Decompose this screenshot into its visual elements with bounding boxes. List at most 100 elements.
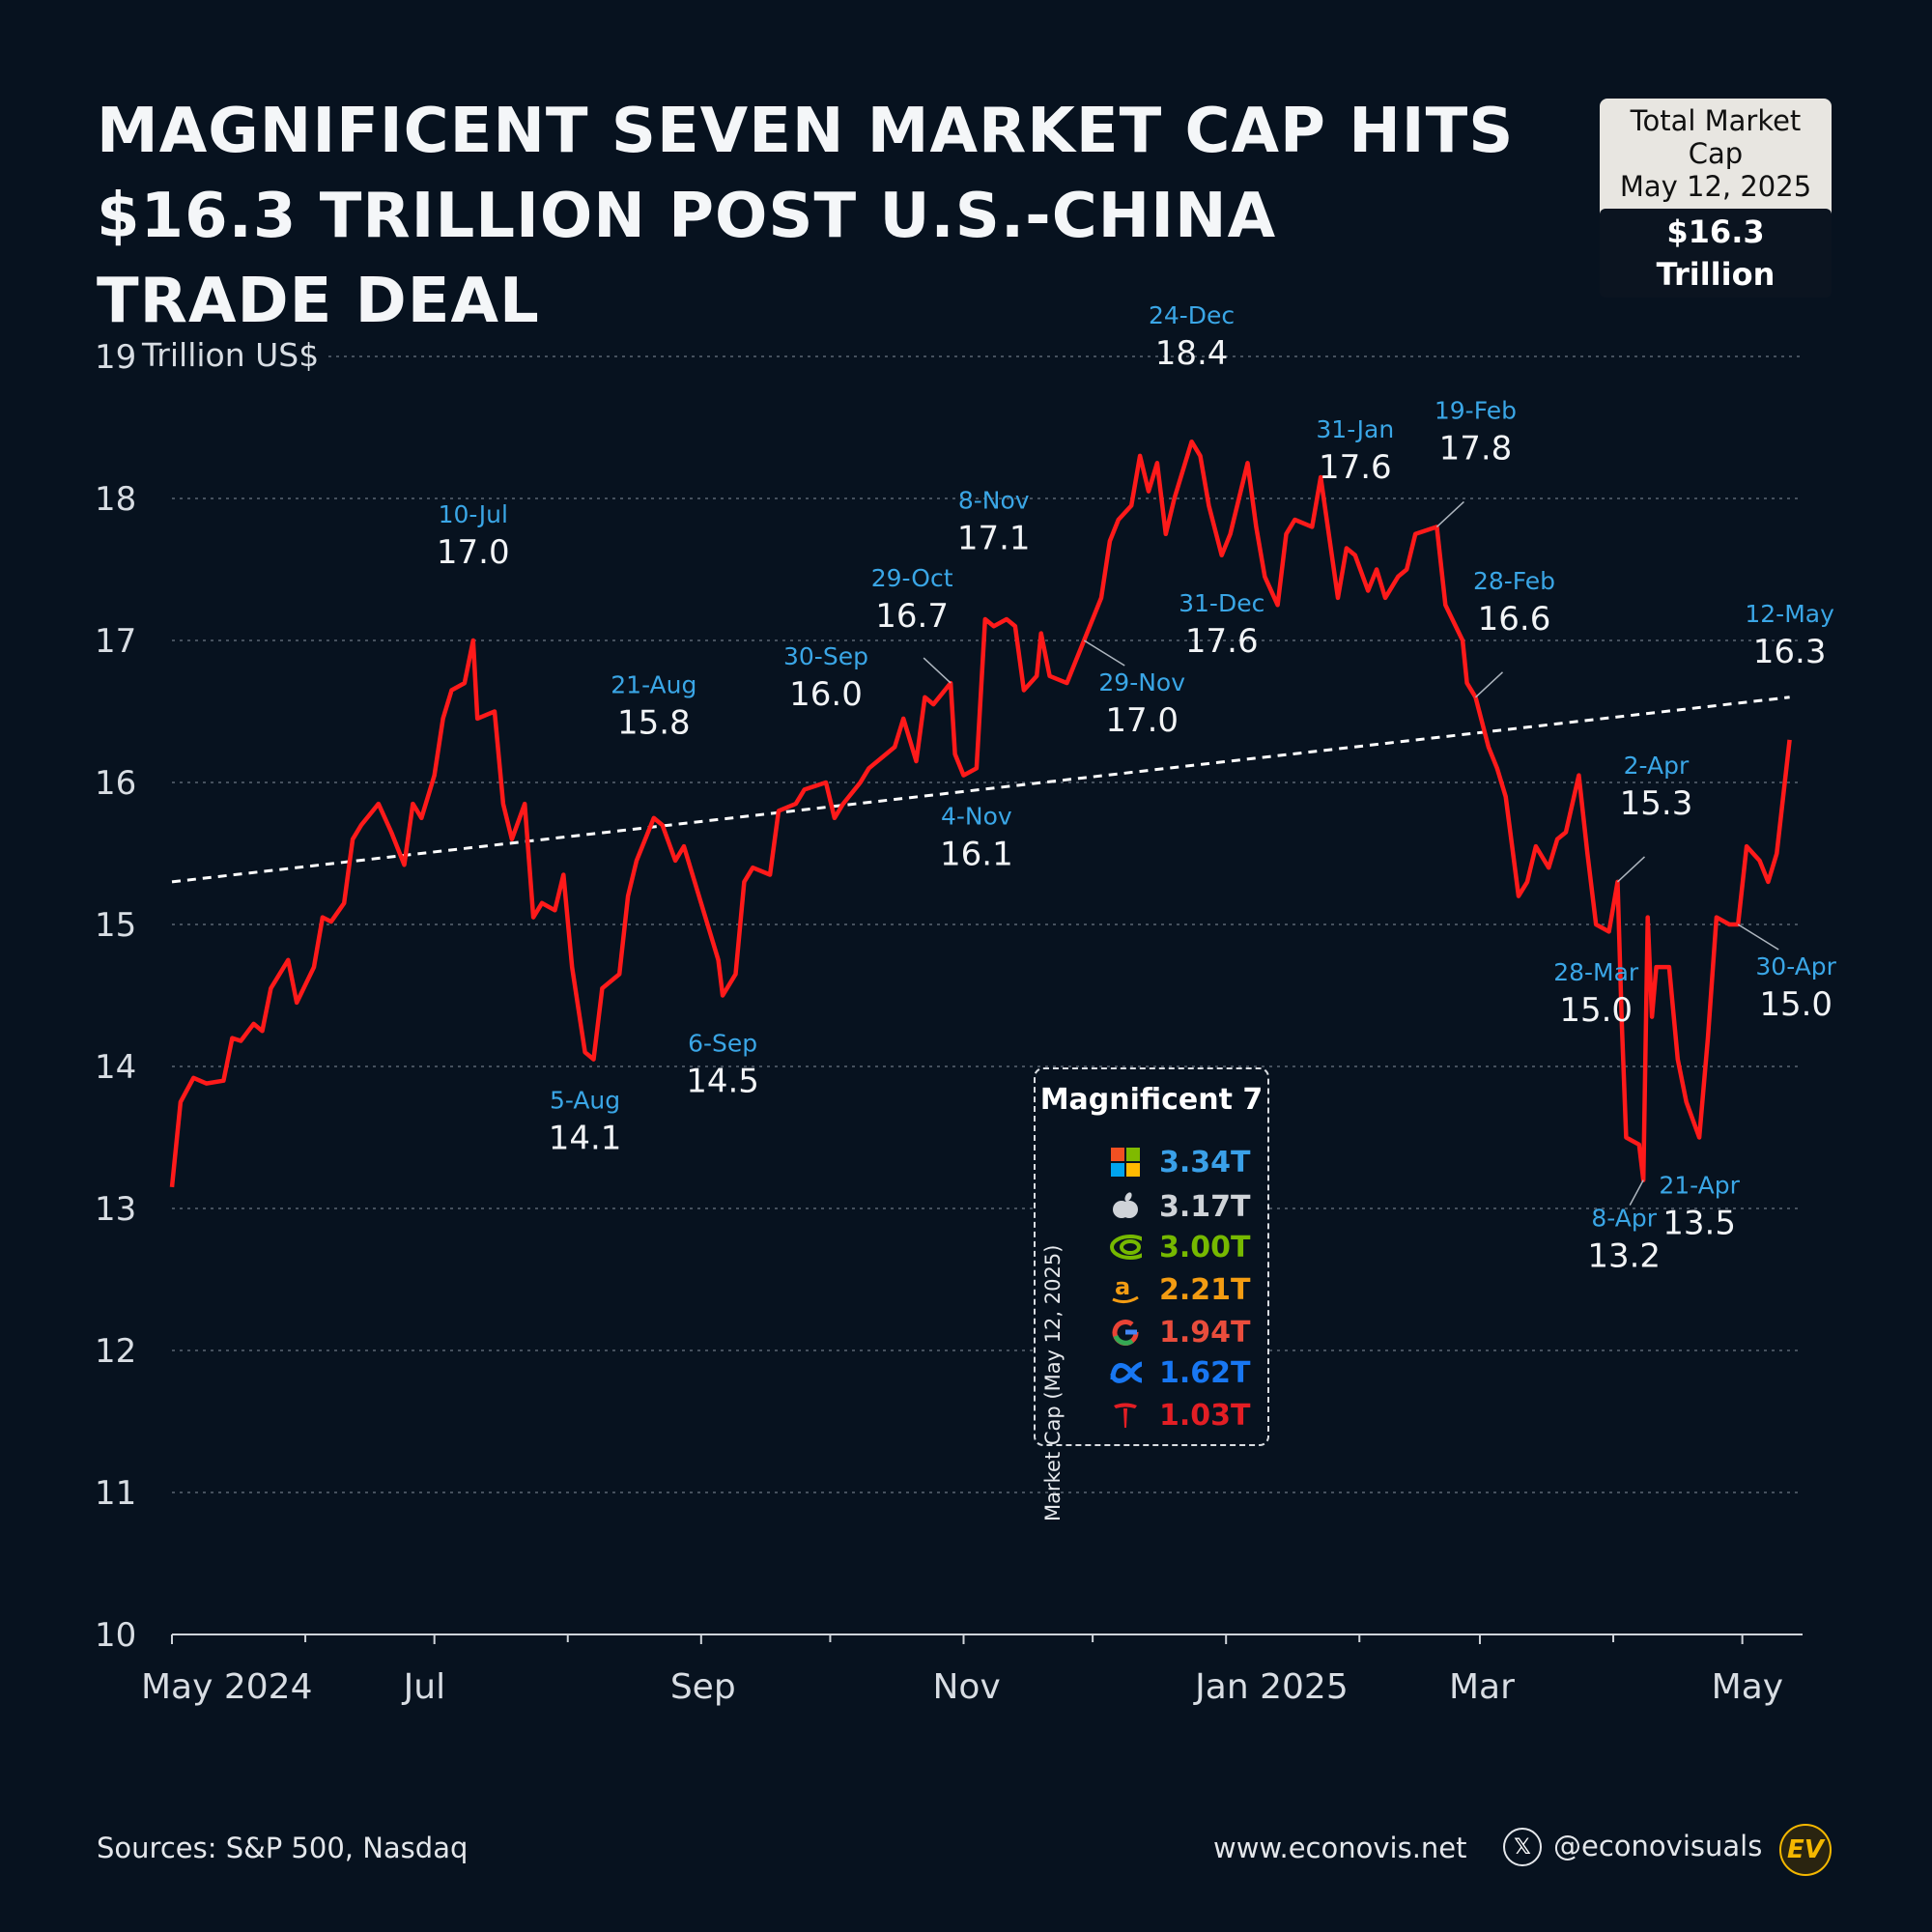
y-tick-label-12: 12 [95,1332,136,1371]
y-tick-label-11: 11 [95,1474,136,1513]
annotation-30-sep: 30-Sep 16.0 [783,642,868,714]
annotation-value: 16.7 [875,597,949,636]
annotation-value: 17.0 [437,533,510,572]
annotation-value: 16.6 [1478,600,1551,639]
annotation-date: 28-Feb [1473,567,1555,595]
econovis-logo: EV [1779,1824,1832,1876]
x-tick-label-4: Jan 2025 [1193,1667,1349,1707]
title-line-2: $16.3 TRILLION POST U.S.-CHINA TRADE DEA… [97,181,1277,337]
annotation-2-apr: 2-Apr 15.3 [1616,752,1692,883]
annotation-value: 17.0 [1105,701,1179,740]
annotation-date: 29-Oct [871,564,953,592]
annotation-value: 17.1 [957,519,1031,557]
annotation-date: 4-Nov [941,802,1012,830]
annotation-value: 15.0 [1759,985,1833,1024]
annotation-date: 5-Aug [550,1086,620,1114]
annotation-date: 12-May [1745,600,1834,628]
legend-side-label: Market Cap (May 12, 2025) [1041,1244,1065,1521]
annotation-leader [1629,1179,1644,1206]
annotation-value: 17.8 [1439,429,1513,468]
annotation-date: 2-Apr [1624,752,1690,780]
series-line [169,439,1792,1188]
amazon-icon: a [1109,1273,1142,1306]
legend-row-tesla: 1.03T [1109,1396,1250,1435]
annotation-date: 31-Dec [1179,589,1264,617]
annotation-date: 19-Feb [1435,396,1517,424]
meta-icon [1109,1356,1142,1389]
y-tick-label-13: 13 [95,1190,136,1229]
annotation-date: 8-Apr [1591,1205,1657,1233]
x-twitter-icon[interactable]: 𝕏 [1503,1828,1542,1866]
total-box-value: $16.3 Trillion [1600,209,1832,298]
website-link[interactable]: www.econovis.net [1213,1832,1467,1864]
apple-icon [1109,1190,1142,1223]
legend-value-google: 1.94T [1159,1315,1251,1350]
y-tick-label-16: 16 [95,764,136,803]
y-tick-label-10: 10 [95,1616,136,1655]
chart-grid [172,355,1803,1493]
annotation-24-dec: 24-Dec 18.4 [1149,301,1235,373]
annotation-date: 21-Apr [1659,1172,1740,1200]
legend-value-tesla: 1.03T [1159,1398,1251,1433]
title-line-1: MAGNIFICENT SEVEN MARKET CAP HITS [97,96,1515,167]
annotation-date: 30-Sep [783,642,868,670]
legend-row-apple: 3.17T [1109,1187,1250,1226]
annotation-value: 15.0 [1559,991,1633,1030]
page-title: MAGNIFICENT SEVEN MARKET CAP HITS $16.3 … [97,89,1526,344]
annotation-leader [1737,923,1779,951]
annotation-date: 21-Aug [611,670,696,698]
legend-value-meta: 1.62T [1159,1355,1251,1390]
annotation-leader [1474,671,1504,698]
legend-row-nvidia: 3.00T [1109,1228,1250,1266]
nvidia-icon [1109,1231,1142,1264]
annotation-31-dec: 31-Dec 17.6 [1179,589,1264,661]
total-box-date: May 12, 2025 [1619,170,1812,203]
annotation-value: 14.1 [549,1119,622,1157]
legend-row-google: 1.94T [1109,1313,1250,1351]
social-handle[interactable]: @econovisuals [1553,1830,1763,1862]
annotation-12-may: 12-May 16.3 [1745,600,1834,671]
y-tick-label-15: 15 [95,906,136,945]
y-tick-label-19: 19 [95,338,136,377]
annotation-4-nov: 4-Nov 16.1 [940,802,1013,873]
x-tick-label-5: Mar [1449,1667,1515,1707]
annotation-10-jul: 10-Jul 17.0 [437,500,510,572]
annotation-19-feb: 19-Feb 17.8 [1435,396,1517,527]
annotation-date: 29-Nov [1098,668,1185,696]
annotation-21-apr: 21-Apr 13.5 [1659,1172,1740,1243]
annotation-date: 8-Nov [958,486,1030,514]
legend-value-nvidia: 3.00T [1159,1230,1251,1264]
annotation-leader [923,657,952,684]
annotation-value: 16.0 [789,675,863,714]
x-tick-label-2: Sep [670,1667,736,1707]
annotation-value: 15.8 [617,703,691,742]
x-tick-label-1: Jul [402,1667,445,1707]
annotation-value: 17.6 [1185,622,1259,661]
y-tick-label-14: 14 [95,1048,136,1087]
x-axis: May 2024 Jul Sep Nov Jan 2025 Mar May [141,1634,1803,1707]
annotation-value: 16.1 [940,835,1013,873]
x-tick-label-3: Nov [933,1667,1001,1707]
legend-value-apple: 3.17T [1159,1189,1251,1224]
annotation-value: 14.5 [686,1063,759,1101]
annotation-5-aug: 5-Aug 14.1 [549,1086,622,1157]
annotation-8-nov: 8-Nov 17.1 [957,486,1031,557]
annotation-21-aug: 21-Aug 15.8 [611,670,696,742]
annotation-28-feb: 28-Feb 16.6 [1473,567,1555,698]
y-axis: 10 11 12 13 14 15 16 17 18 19 [95,338,136,1655]
y-tick-label-17: 17 [95,622,136,661]
annotation-value: 13.2 [1587,1237,1661,1276]
annotations: 10-Jul 17.0 5-Aug 14.1 21-Aug 15.8 6-Sep 14.5 30… [437,301,1837,1275]
sources-text: Sources: S&P 500, Nasdaq [97,1832,469,1864]
legend-row-amazon: a 2.21T [1109,1270,1250,1309]
annotation-29-oct: 29-Oct 16.7 [871,564,953,684]
legend-row-microsoft: 3.34T [1109,1143,1250,1181]
trendline [171,696,1790,884]
annotation-6-sep: 6-Sep 14.5 [686,1030,759,1101]
annotation-date: 10-Jul [439,500,508,528]
annotation-date: 30-Apr [1755,952,1836,980]
tesla-icon [1109,1399,1142,1432]
annotation-leader [1435,500,1464,527]
total-market-cap-box: Total Market Cap May 12, 2025 $16.3 Tril… [1600,99,1832,298]
